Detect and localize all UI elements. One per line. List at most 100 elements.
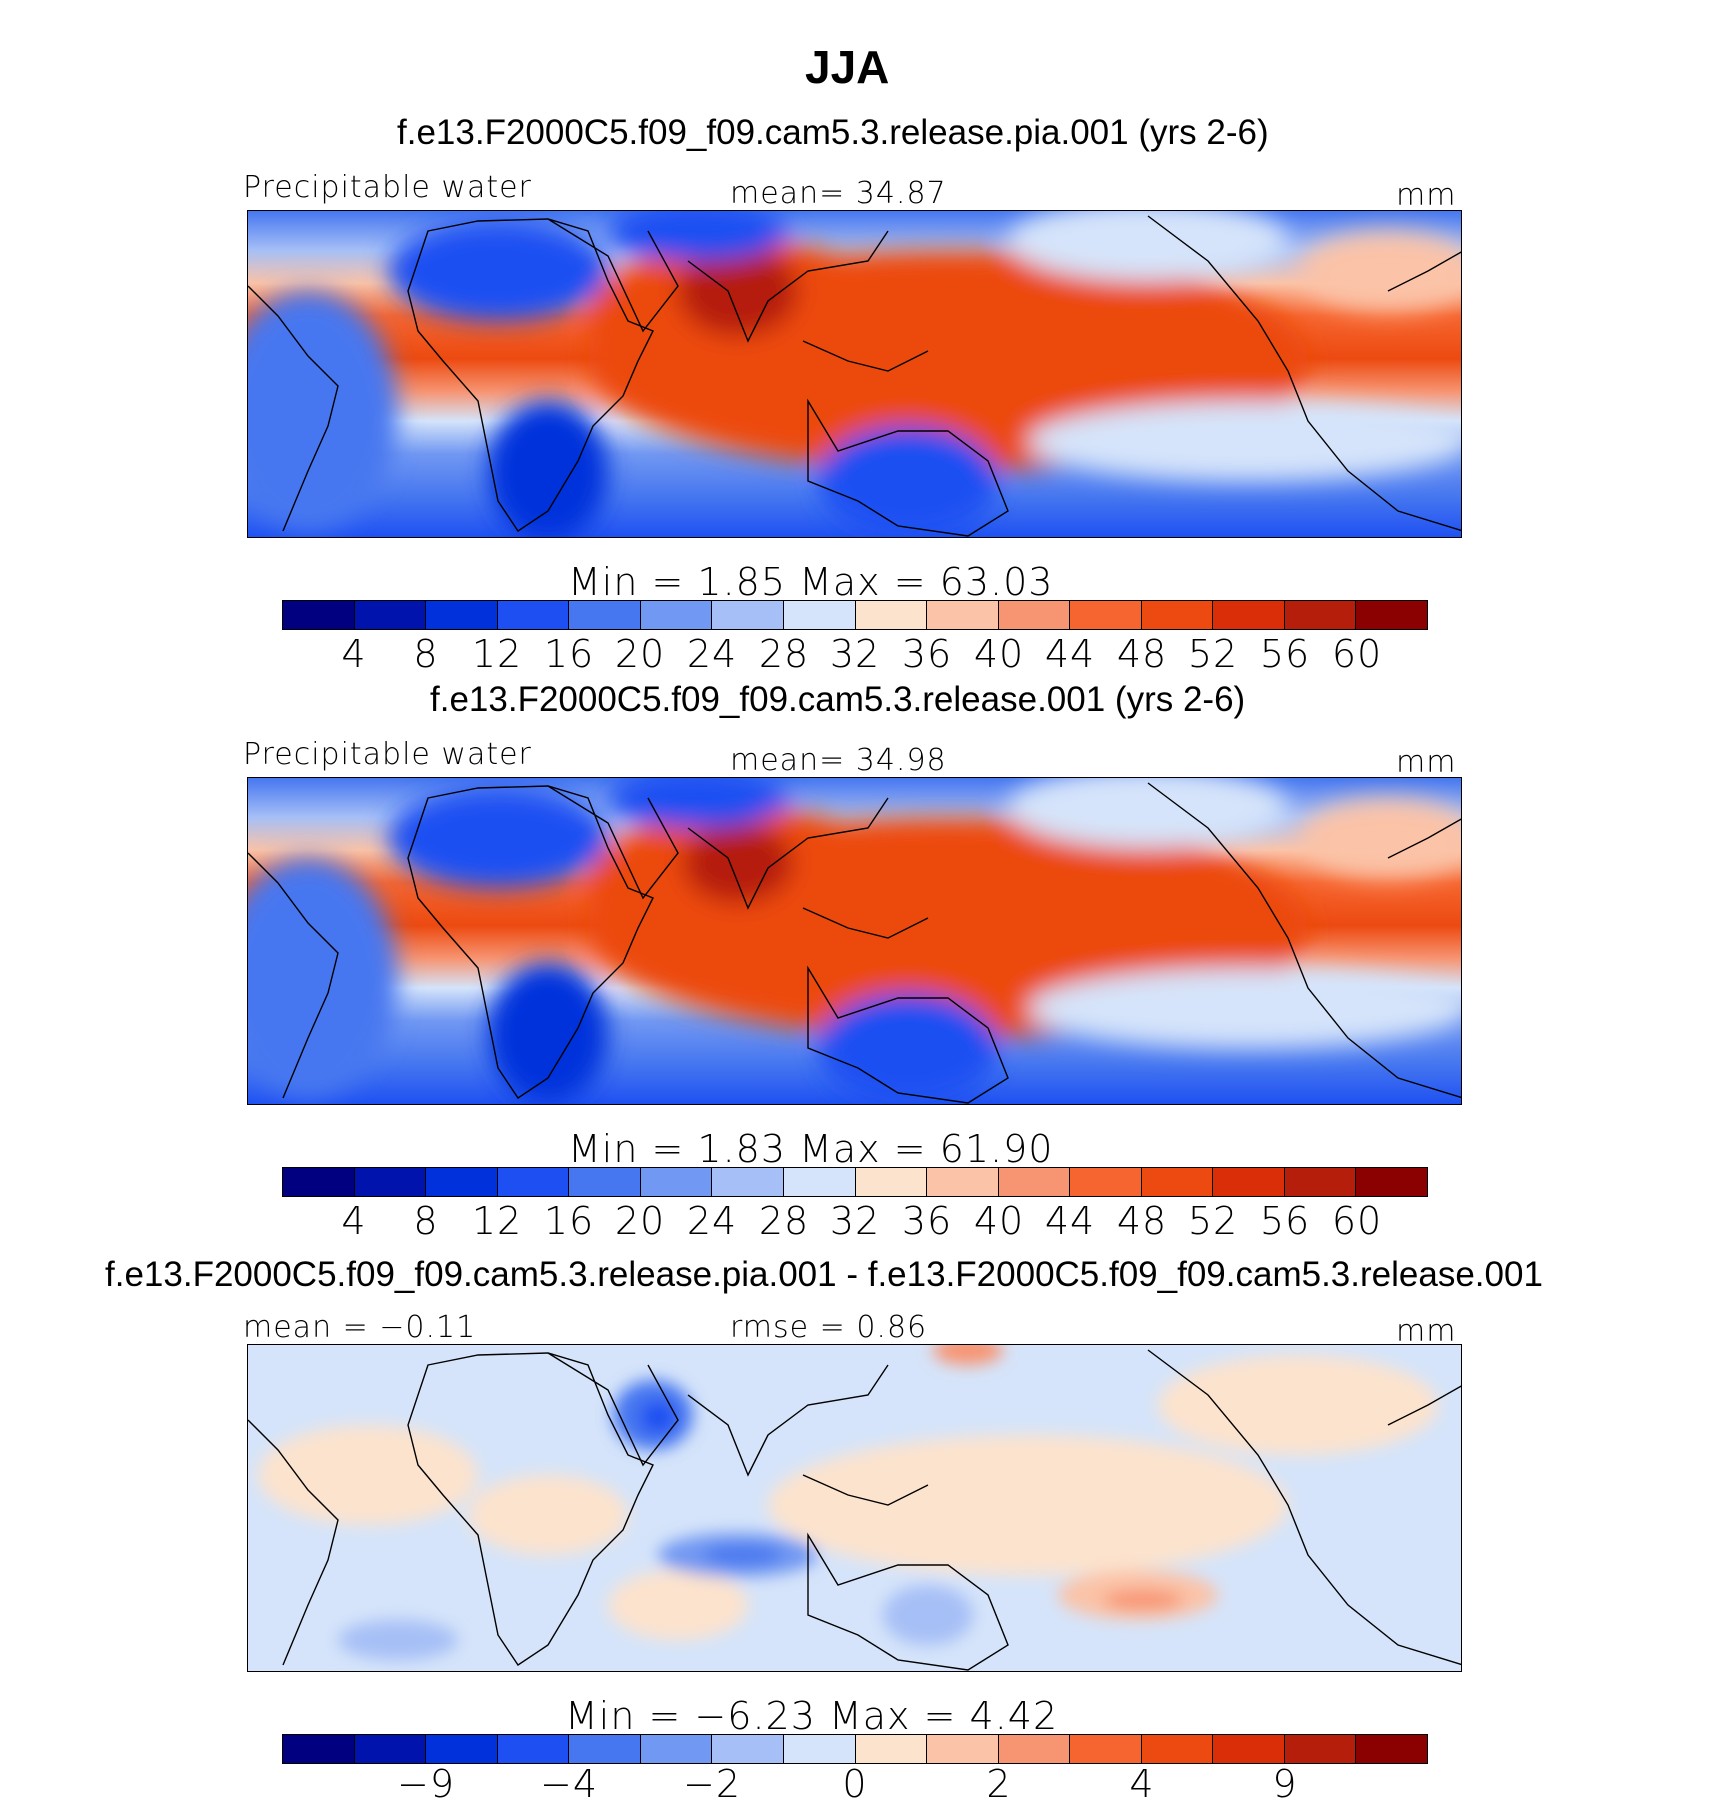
colorbar-box	[783, 1168, 856, 1196]
colorbar-box	[1284, 1735, 1357, 1763]
colorbar-tick: 20	[614, 632, 666, 676]
colorbar-tick: 56	[1259, 632, 1311, 676]
colorbar-box	[783, 601, 856, 629]
colorbar-tick: 2	[986, 1762, 1012, 1806]
panel3-map-canvas	[248, 1345, 1461, 1671]
colorbar-tick: 20	[614, 1199, 666, 1243]
colorbar-box	[354, 1168, 427, 1196]
panel3-units-label: mm	[1396, 1314, 1457, 1349]
colorbar-box	[1070, 1168, 1142, 1196]
colorbar-tick: 32	[829, 632, 881, 676]
colorbar-box	[569, 1168, 641, 1196]
colorbar-box	[1356, 601, 1427, 629]
colorbar-tick: 60	[1331, 1199, 1383, 1243]
colorbar-box	[426, 1735, 498, 1763]
colorbar-box	[998, 1735, 1071, 1763]
panel3-coastlines	[248, 1349, 1461, 1671]
colorbar-box	[855, 1735, 928, 1763]
panel2-minmax: Min = 1.83 Max = 61.90	[568, 1127, 1054, 1171]
colorbar-box	[283, 1735, 355, 1763]
colorbar-tick: 12	[471, 1199, 523, 1243]
colorbar-box	[927, 1735, 999, 1763]
colorbar-tick: 36	[901, 632, 953, 676]
colorbar-tick: 40	[973, 632, 1025, 676]
colorbar-box	[855, 1168, 928, 1196]
panel1-minmax: Min = 1.85 Max = 63.03	[568, 560, 1054, 604]
colorbar-tick: 4	[341, 1199, 367, 1243]
panel3-minmax: Min = −6.23 Max = 4.42	[565, 1694, 1059, 1738]
colorbar-tick: 4	[1129, 1762, 1155, 1806]
panel3-rmse-label: rmse = 0.86	[730, 1310, 928, 1345]
colorbar-tick: 32	[829, 1199, 881, 1243]
colorbar-box	[712, 601, 784, 629]
colorbar-box	[1070, 1735, 1142, 1763]
panel1-coastlines	[248, 215, 1461, 537]
colorbar-box	[426, 1168, 498, 1196]
colorbar-box	[497, 1168, 570, 1196]
colorbar-box	[1356, 1735, 1427, 1763]
colorbar-box	[354, 601, 427, 629]
colorbar-box	[569, 601, 641, 629]
colorbar-tick: 36	[901, 1199, 953, 1243]
colorbar-box	[640, 1168, 713, 1196]
panel1-map	[247, 210, 1462, 538]
colorbar-box	[354, 1735, 427, 1763]
colorbar-box	[998, 601, 1071, 629]
panel2-colorbar	[282, 1167, 1428, 1197]
colorbar-tick: 40	[973, 1199, 1025, 1243]
colorbar-box	[1356, 1168, 1427, 1196]
panel1-units-label: mm	[1396, 178, 1457, 213]
colorbar-box	[927, 1168, 999, 1196]
colorbar-tick: 44	[1044, 1199, 1096, 1243]
colorbar-box	[1070, 601, 1142, 629]
colorbar-tick: 52	[1187, 1199, 1239, 1243]
colorbar-tick: 52	[1187, 632, 1239, 676]
figure-title: JJA	[805, 41, 890, 93]
colorbar-tick: −2	[682, 1762, 742, 1806]
colorbar-box	[640, 601, 713, 629]
colorbar-tick: 28	[758, 1199, 810, 1243]
colorbar-box	[283, 1168, 355, 1196]
colorbar-box	[712, 1735, 784, 1763]
colorbar-box	[1141, 1735, 1214, 1763]
colorbar-box	[783, 1735, 856, 1763]
panel3-title: f.e13.F2000C5.f09_f09.cam5.3.release.pia…	[105, 1255, 1543, 1294]
colorbar-tick: 16	[543, 632, 595, 676]
colorbar-tick: 9	[1272, 1762, 1298, 1806]
colorbar-box	[1141, 1168, 1214, 1196]
colorbar-tick: −9	[396, 1762, 456, 1806]
colorbar-tick: 24	[686, 1199, 738, 1243]
colorbar-tick: 48	[1116, 632, 1168, 676]
colorbar-box	[927, 601, 999, 629]
panel1-variable-label: Precipitable water	[243, 170, 532, 205]
colorbar-box	[569, 1735, 641, 1763]
panel2-map	[247, 777, 1462, 1105]
colorbar-tick: 12	[471, 632, 523, 676]
colorbar-tick: 16	[543, 1199, 595, 1243]
panel3-map	[247, 1344, 1462, 1672]
panel1-colorbar	[282, 600, 1428, 630]
colorbar-box	[283, 601, 355, 629]
colorbar-tick: 8	[413, 632, 439, 676]
colorbar-tick: 4	[341, 632, 367, 676]
colorbar-tick: 28	[758, 632, 810, 676]
colorbar-box	[712, 1168, 784, 1196]
colorbar-tick: 56	[1259, 1199, 1311, 1243]
panel2-variable-label: Precipitable water	[243, 737, 532, 772]
colorbar-box	[497, 601, 570, 629]
panel1-title: f.e13.F2000C5.f09_f09.cam5.3.release.pia…	[397, 113, 1269, 152]
colorbar-box	[998, 1168, 1071, 1196]
colorbar-tick: 24	[686, 632, 738, 676]
colorbar-tick: −4	[539, 1762, 599, 1806]
colorbar-box	[1213, 1735, 1285, 1763]
panel1-mean-label: mean= 34.87	[730, 176, 947, 211]
panel2-title: f.e13.F2000C5.f09_f09.cam5.3.release.001…	[430, 680, 1246, 719]
colorbar-tick: 8	[413, 1199, 439, 1243]
colorbar-box	[426, 601, 498, 629]
colorbar-box	[1141, 601, 1214, 629]
panel2-mean-label: mean= 34.98	[730, 743, 947, 778]
colorbar-box	[1284, 1168, 1357, 1196]
colorbar-box	[1213, 601, 1285, 629]
panel2-map-canvas	[248, 778, 1461, 1104]
panel3-mean-label: mean = −0.11	[243, 1310, 477, 1345]
